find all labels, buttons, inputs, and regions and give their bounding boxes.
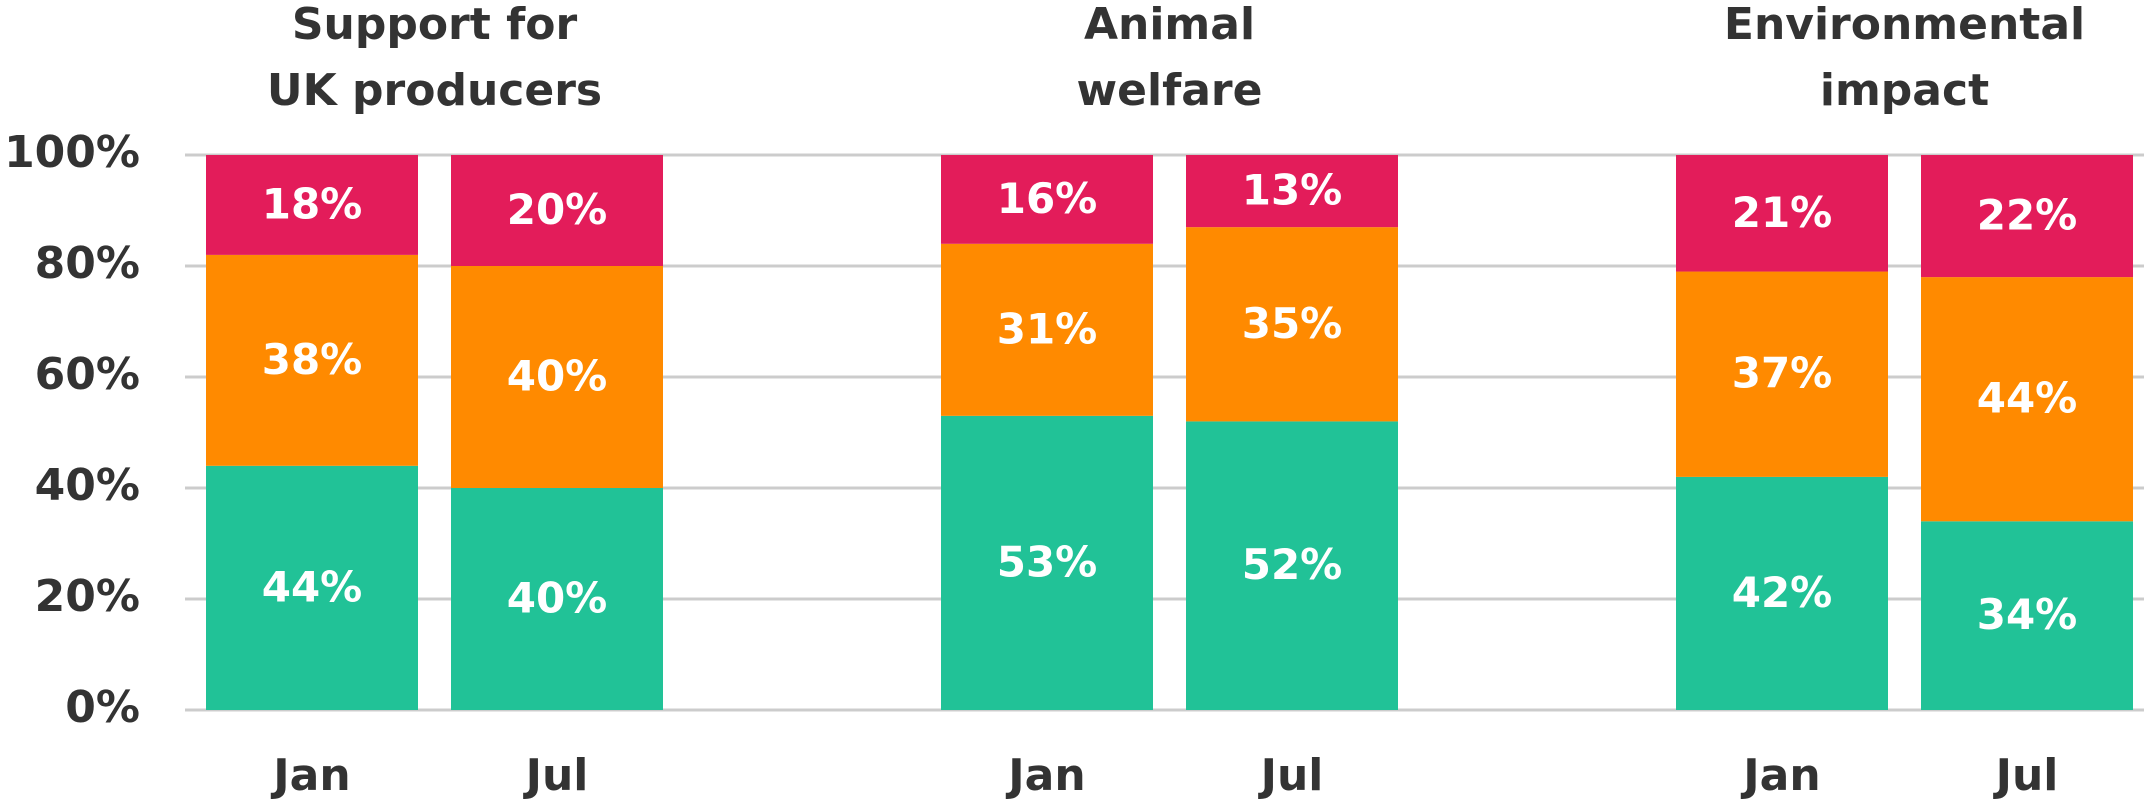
data-label: 22% — [1977, 191, 2078, 240]
data-label: 18% — [262, 179, 363, 228]
bar-segment — [941, 243, 1153, 416]
y-tick-label: 100% — [4, 127, 140, 178]
bar-segment — [206, 254, 418, 466]
panel-title: impact — [1820, 65, 1989, 116]
data-label: 40% — [507, 352, 608, 401]
bar-segment — [1921, 155, 2133, 278]
panel-title: Animal — [1084, 0, 1255, 50]
data-label: 20% — [507, 185, 608, 234]
data-label: 44% — [262, 562, 363, 611]
bar-segment — [1676, 476, 1888, 710]
bar-segment — [1186, 421, 1398, 710]
data-label: 52% — [1242, 540, 1343, 589]
data-label: 40% — [507, 574, 608, 623]
x-tick-label: Jan — [1740, 750, 1820, 800]
y-tick-label: 80% — [35, 238, 140, 289]
bar-segment — [1921, 277, 2133, 522]
data-label: 13% — [1242, 166, 1343, 215]
bar-segment — [451, 488, 663, 710]
x-tick-label: Jul — [523, 750, 589, 800]
bar-segment — [1676, 271, 1888, 477]
bar-segment — [451, 155, 663, 266]
data-label: 44% — [1977, 374, 2078, 423]
data-label: 37% — [1732, 349, 1833, 398]
x-tick-label: Jan — [270, 750, 350, 800]
y-tick-label: 60% — [35, 349, 140, 400]
panel-title: welfare — [1077, 65, 1263, 116]
y-tick-label: 20% — [35, 571, 140, 622]
bar-segment — [451, 266, 663, 488]
bar-segment — [206, 465, 418, 710]
data-label: 35% — [1242, 299, 1343, 348]
panel-title: Support for — [292, 0, 578, 50]
bar-segment — [1921, 521, 2133, 710]
data-label: 21% — [1732, 188, 1833, 237]
panel-title: Environmental — [1724, 0, 2085, 50]
y-tick-label: 40% — [35, 460, 140, 511]
bar-segment — [941, 155, 1153, 244]
bar-segment — [1186, 155, 1398, 228]
data-label: 38% — [262, 335, 363, 384]
data-label: 31% — [997, 304, 1098, 353]
bar-segment — [1676, 155, 1888, 272]
data-label: 34% — [1977, 590, 2078, 639]
bar-segment — [1186, 227, 1398, 422]
panel-title: UK producers — [267, 65, 602, 116]
x-tick-label: Jul — [1258, 750, 1324, 800]
bar-segment — [206, 155, 418, 255]
data-label: 42% — [1732, 568, 1833, 617]
x-tick-label: Jan — [1005, 750, 1085, 800]
data-label: 16% — [997, 174, 1098, 223]
bar-segment — [941, 415, 1153, 710]
x-tick-label: Jul — [1993, 750, 2059, 800]
data-label: 53% — [997, 537, 1098, 586]
y-tick-label: 0% — [65, 682, 140, 733]
